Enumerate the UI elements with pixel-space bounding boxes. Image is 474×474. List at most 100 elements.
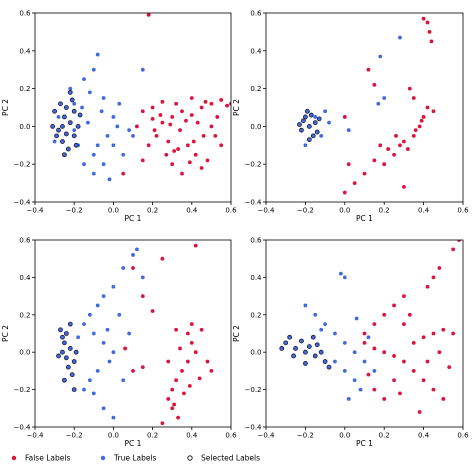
point-true-labels-2 — [121, 266, 126, 270]
x-tick-label: 0.2 — [147, 432, 158, 440]
point-false-labels-16 — [421, 378, 426, 383]
point-false-labels-10 — [225, 103, 229, 108]
point-true-labels-15 — [366, 335, 371, 340]
point-selected-labels-2 — [302, 349, 308, 355]
x-axis-label: PC 1 — [125, 214, 142, 223]
point-false-labels-27 — [197, 376, 202, 381]
point-false-labels-39 — [215, 115, 220, 119]
point-selected-labels-2 — [56, 353, 61, 359]
legend-item-false-labels: False Labels — [11, 454, 70, 463]
point-false-labels-15 — [382, 162, 387, 167]
point-true-labels-9 — [101, 340, 106, 345]
point-false-labels-17 — [362, 171, 367, 176]
point-true-labels-4 — [327, 120, 331, 125]
point-false-labels-15 — [193, 152, 198, 157]
point-true-labels-21 — [99, 109, 104, 114]
point-selected-labels-11 — [297, 122, 302, 127]
point-selected-labels-5 — [60, 334, 65, 340]
point-false-labels-13 — [398, 143, 402, 148]
point-false-labels-8 — [421, 115, 426, 119]
y-tick-label: 0.6 — [19, 237, 31, 245]
point-false-labels-18 — [352, 181, 357, 186]
point-false-labels-33 — [407, 312, 412, 317]
point-false-labels-2 — [131, 266, 135, 270]
point-false-labels-29 — [398, 391, 402, 396]
point-selected-labels-10 — [291, 353, 296, 359]
point-selected-labels-1 — [67, 346, 73, 351]
x-tick-label: 0.6 — [457, 432, 469, 440]
point-false-labels-23 — [189, 322, 194, 327]
point-false-labels-8 — [372, 322, 377, 327]
point-selected-labels-11 — [67, 321, 73, 327]
point-false-labels-16 — [372, 158, 377, 163]
y-tick-label: −0.4 — [14, 199, 32, 207]
point-false-labels-4 — [170, 115, 175, 119]
y-tick-label: 0.6 — [250, 237, 262, 245]
point-true-labels-6 — [87, 312, 92, 317]
point-true-labels-7 — [346, 128, 351, 133]
y-axis-label: PC 2 — [232, 99, 241, 116]
point-false-labels-44 — [152, 128, 157, 133]
point-selected-labels-6 — [299, 338, 304, 344]
point-false-labels-27 — [386, 147, 391, 151]
point-false-labels-40 — [168, 122, 173, 127]
point-true-labels-23 — [105, 327, 110, 332]
point-true-labels-1 — [398, 35, 402, 40]
point-true-labels-11 — [107, 177, 112, 182]
point-false-labels-31 — [447, 365, 452, 370]
points — [297, 16, 436, 195]
point-false-labels-9 — [362, 331, 367, 336]
point-false-labels-37 — [158, 113, 163, 117]
point-selected-labels-15 — [50, 124, 56, 129]
point-false-labels-5 — [372, 82, 377, 87]
y-tick-label: 0.2 — [250, 85, 261, 93]
point-true-labels-2 — [313, 115, 318, 119]
x-tick-label: 0.4 — [418, 432, 430, 440]
point-selected-labels-10 — [62, 377, 67, 383]
point-false-labels-21 — [189, 96, 194, 100]
scatter-panel-2: −0.4 −0.2 0.0 0.2 0.4 0.6 −0.4 −0.2 0.0 0.2 0.4 0.6… — [232, 10, 469, 224]
point-false-labels-3 — [160, 120, 165, 125]
point-selected-labels-9 — [73, 349, 79, 355]
y-tick-label: 0.4 — [250, 47, 262, 55]
point-false-labels-21 — [392, 378, 396, 383]
point-selected-labels-12 — [54, 133, 59, 139]
point-true-labels-0 — [338, 271, 343, 276]
point-true-labels-5 — [319, 133, 324, 138]
point-true-labels-4 — [87, 90, 92, 95]
legend-item-selected-labels: Selected Labels — [187, 454, 260, 463]
point-selected-labels-8 — [58, 327, 63, 333]
point-false-labels-36 — [140, 158, 145, 163]
point-false-labels-25 — [402, 184, 406, 189]
point-true-labels-6 — [342, 340, 347, 345]
point-true-labels-1 — [91, 67, 96, 72]
y-tick-label: 0.0 — [250, 123, 261, 131]
point-true-labels-25 — [111, 143, 116, 148]
point-selected-labels-0 — [62, 114, 67, 120]
point-selected-labels-14 — [60, 349, 65, 355]
point-selected-labels-9 — [326, 364, 332, 370]
point-false-labels-32 — [150, 105, 155, 110]
legend-marker-icon — [11, 455, 17, 461]
point-false-labels-17 — [431, 387, 436, 392]
point-true-labels-11 — [342, 369, 347, 373]
point-false-labels-12 — [170, 387, 175, 392]
point-selected-labels-11 — [302, 361, 308, 366]
point-false-labels-35 — [121, 171, 126, 176]
x-tick-label: 0.6 — [225, 432, 237, 440]
y-axis-label: PC 2 — [232, 325, 241, 342]
point-false-labels-0 — [421, 16, 426, 21]
point-false-labels-6 — [185, 331, 190, 336]
point-selected-labels-5 — [287, 334, 293, 340]
point-false-labels-7 — [411, 96, 416, 100]
point-selected-labels-12 — [314, 342, 320, 348]
point-false-labels-4 — [425, 284, 430, 289]
x-axis-label: PC 1 — [356, 214, 373, 223]
point-false-labels-17 — [170, 162, 175, 167]
point-selected-labels-13 — [77, 112, 83, 118]
x-tick-label: −0.2 — [66, 207, 83, 215]
point-true-labels-3 — [72, 101, 77, 106]
point-selected-labels-13 — [63, 355, 69, 361]
point-false-labels-20 — [123, 346, 128, 351]
point-false-labels-24 — [229, 101, 231, 106]
